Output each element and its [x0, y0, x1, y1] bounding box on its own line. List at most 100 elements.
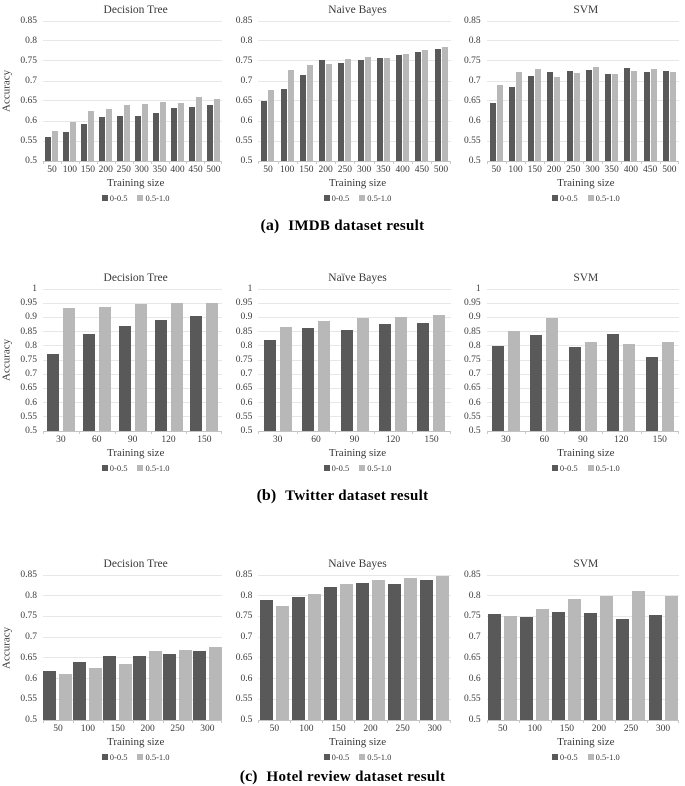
chart-title: Decision Tree	[103, 4, 168, 16]
bar-0-0-5-450	[415, 52, 422, 161]
y-tick-label: 0.7	[25, 369, 37, 380]
bar-group-200	[355, 575, 387, 720]
bar-0-5-1-0-120	[170, 302, 183, 431]
bar-0-0-5-200	[99, 117, 106, 161]
bar-group-30	[487, 289, 525, 431]
plot	[258, 20, 451, 164]
x-axis-title: Training size	[106, 447, 165, 459]
bar-0-0-5-150	[323, 587, 337, 720]
y-tick-label: 0.6	[468, 397, 481, 408]
x-tick-label: 100	[80, 724, 95, 734]
y-tick-label: 0.55	[464, 694, 481, 705]
x-tick-label: 300	[356, 165, 372, 175]
x-tick-label: 100	[299, 724, 314, 734]
gridline	[486, 416, 679, 418]
bar-0-5-1-0-100	[516, 71, 522, 161]
x-axis-tick	[221, 161, 223, 164]
x-axis-tick	[162, 720, 164, 723]
gridline	[43, 416, 223, 418]
bar-0-5-1-0-50	[52, 130, 59, 161]
x-axis-tick	[640, 161, 642, 164]
bar-group-120	[374, 289, 412, 431]
y-axis-label-column: Accuracy	[0, 289, 13, 431]
x-axis-tick	[449, 720, 451, 723]
gridline	[486, 657, 679, 659]
y-tick-label: 0.65	[464, 96, 481, 106]
y-tick-label: 0.8	[240, 590, 253, 601]
bar-0-5-1-0-300	[592, 67, 599, 161]
bar-group-150	[297, 21, 316, 161]
x-tick-label: 400	[170, 165, 185, 175]
legend-item-0-5-1-0: 0.5-1.0	[587, 752, 620, 762]
bar-group-60	[525, 289, 563, 431]
x-tick-label: 60	[539, 435, 550, 445]
gridline	[43, 595, 223, 597]
y-tick-label: 0.7	[25, 76, 37, 86]
bar-0-0-5-300	[585, 69, 592, 161]
x-tick-label: 120	[385, 435, 401, 445]
bar-0-0-5-150	[645, 356, 658, 431]
x-tick-label: 500	[206, 165, 221, 175]
x-axis-tick	[60, 161, 62, 164]
legend-swatch-icon	[101, 464, 108, 471]
bar-0-5-1-0-150	[119, 664, 133, 720]
gridline	[486, 615, 679, 617]
bar-group-450	[187, 21, 205, 161]
x-axis-line	[258, 430, 451, 432]
x-axis-tick	[677, 431, 679, 434]
bar-0-5-1-0-100	[536, 609, 550, 720]
x-axis-tick	[386, 720, 388, 723]
y-tick-label: 0.7	[468, 632, 481, 643]
y-tick-label: 0.65	[235, 383, 253, 394]
y-tick-label: 0.85	[464, 326, 481, 337]
y-axis-ticks: 0.85 0.8 0.75 0.7 0.65 0.6 0.55 0.5	[228, 16, 258, 166]
bar-0-5-1-0-60	[546, 318, 559, 431]
bar-group-50	[258, 575, 290, 720]
gridline	[486, 373, 679, 375]
gridline	[258, 615, 451, 617]
y-axis-ticks: 1 0.95 0.9 0.85 0.8 0.75 0.7 0.65 0.6 0.55 0.5	[457, 284, 487, 436]
x-tick-label: 90	[349, 435, 360, 445]
x-tick-label: 60	[311, 435, 321, 445]
bar-group-500	[660, 21, 679, 161]
x-tick-label: 120	[161, 435, 176, 445]
bar-0-5-1-0-350	[160, 101, 167, 161]
gridline	[43, 20, 223, 22]
caption-imdb: (a) IMDB dataset result	[0, 217, 685, 235]
chart-imdb-decision-tree: Decision Tree Accuracy 0.85 0.8 0.75 0.7 0.65 0…	[0, 3, 228, 204]
x-tick-label: 30	[56, 435, 66, 445]
chart-row-imdb: Decision Tree Accuracy 0.85 0.8 0.75 0.7 0.65 0…	[0, 3, 685, 204]
gridline	[486, 80, 679, 82]
x-axis-tick	[296, 431, 298, 434]
x-axis-title: Training size	[106, 177, 165, 189]
gridline	[258, 402, 451, 404]
legend-label: 0-0.5	[559, 751, 578, 762]
x-axis-tick-labels: 50 100 150 200 250 300 350 400 450 500	[487, 164, 679, 177]
x-tick-label: 50	[53, 724, 63, 734]
bar-group-250	[615, 575, 647, 720]
x-axis-title: Training size	[328, 177, 387, 189]
bar-0-0-5-300	[135, 115, 142, 161]
bar-0-0-5-450	[188, 107, 195, 161]
x-axis-tick	[168, 161, 170, 164]
y-tick-label: 0.65	[464, 652, 481, 663]
bar-group-90	[115, 289, 151, 431]
legend-item-0-0-5: 0-0.5	[551, 751, 578, 762]
y-tick-label: 0.7	[240, 76, 253, 86]
y-axis-ticks: 1 0.95 0.9 0.85 0.8 0.75 0.7 0.65 0.6 0.55 0.5	[13, 284, 43, 436]
gridline	[486, 698, 679, 700]
bar-0-0-5-30	[46, 354, 59, 431]
legend-item-0-0-5: 0-0.5	[101, 752, 127, 762]
legend-label: 0.5-1.0	[367, 751, 392, 762]
y-tick-label: 0.75	[464, 355, 481, 365]
bar-0-5-1-0-300	[364, 57, 371, 161]
x-tick-label: 200	[140, 724, 155, 734]
bar-groups	[258, 21, 450, 161]
legend-item-0-5-1-0: 0.5-1.0	[359, 193, 391, 203]
bar-0-5-1-0-300	[142, 103, 149, 161]
x-axis-tick	[186, 431, 188, 434]
bar-group-250	[335, 21, 354, 161]
bar-group-100	[73, 575, 103, 720]
chart-plot-area: Accuracy 0.85 0.8 0.75 0.7 0.65 0.6 0.55 0.5	[0, 16, 228, 166]
x-axis-tick	[114, 161, 116, 164]
